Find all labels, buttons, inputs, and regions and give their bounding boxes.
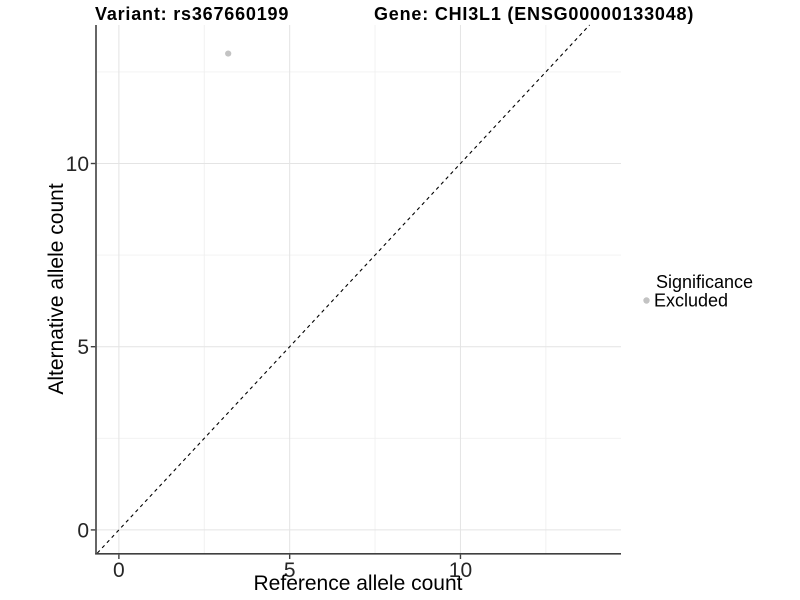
- data-points-layer: [225, 50, 232, 57]
- data-point: [225, 50, 232, 57]
- y-tick-label: 0: [77, 519, 89, 542]
- x-tick-label: 10: [449, 559, 472, 582]
- x-tick-label: 5: [284, 559, 296, 582]
- tick-labels: 0 5 10 0 5 10: [66, 153, 472, 582]
- gridlines-major: [96, 25, 621, 553]
- y-tick-label: 10: [66, 153, 89, 176]
- gridlines-minor: [96, 25, 621, 553]
- identity-line: [96, 24, 590, 554]
- y-tick-label: 5: [77, 336, 89, 359]
- plot-title-variant: Variant: rs367660199: [95, 4, 289, 24]
- identity-line-layer: [96, 24, 590, 554]
- plot-title-gene: Gene: CHI3L1 (ENSG00000133048): [374, 4, 694, 24]
- x-axis-title: Reference allele count: [254, 572, 463, 595]
- tick-marks: [90, 162, 462, 559]
- y-axis-title: Alternative allele count: [45, 183, 68, 394]
- legend-title: Significance: [656, 272, 753, 292]
- legend: Significance Excluded: [643, 272, 753, 311]
- x-tick-label: 0: [113, 559, 125, 582]
- axis-lines: [95, 25, 621, 555]
- legend-entry-label: Excluded: [654, 291, 728, 311]
- legend-key-dot: [643, 297, 650, 304]
